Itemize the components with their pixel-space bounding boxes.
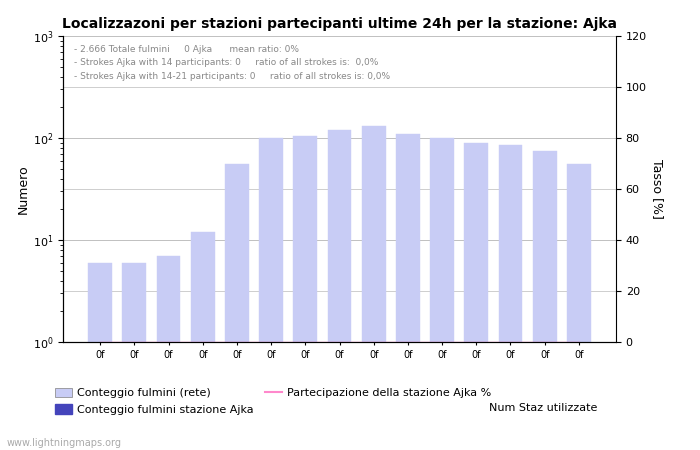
Bar xyxy=(396,134,420,450)
Bar xyxy=(533,151,557,450)
Bar xyxy=(259,138,283,450)
Bar xyxy=(293,136,317,450)
Bar xyxy=(190,232,215,450)
Bar xyxy=(157,256,181,450)
Bar xyxy=(498,145,522,450)
Bar xyxy=(225,165,249,450)
Bar xyxy=(464,143,489,450)
Bar xyxy=(328,130,351,450)
Bar xyxy=(122,263,146,450)
Text: www.lightningmaps.org: www.lightningmaps.org xyxy=(7,438,122,448)
Bar xyxy=(430,138,454,450)
Bar xyxy=(567,165,591,450)
Y-axis label: Numero: Numero xyxy=(17,164,30,214)
Text: - 2.666 Totale fulmini     0 Ajka      mean ratio: 0%
- Strokes Ajka with 14 par: - 2.666 Totale fulmini 0 Ajka mean ratio… xyxy=(74,45,390,81)
Bar xyxy=(88,263,112,450)
Bar xyxy=(362,126,386,450)
Text: Num Staz utilizzate: Num Staz utilizzate xyxy=(489,403,597,413)
Title: Localizzazoni per stazioni partecipanti ultime 24h per la stazione: Ajka: Localizzazoni per stazioni partecipanti … xyxy=(62,17,617,31)
Legend: Conteggio fulmini (rete), Conteggio fulmini stazione Ajka, Partecipazione della : Conteggio fulmini (rete), Conteggio fulm… xyxy=(50,383,496,419)
Y-axis label: Tasso [%]: Tasso [%] xyxy=(650,159,664,219)
